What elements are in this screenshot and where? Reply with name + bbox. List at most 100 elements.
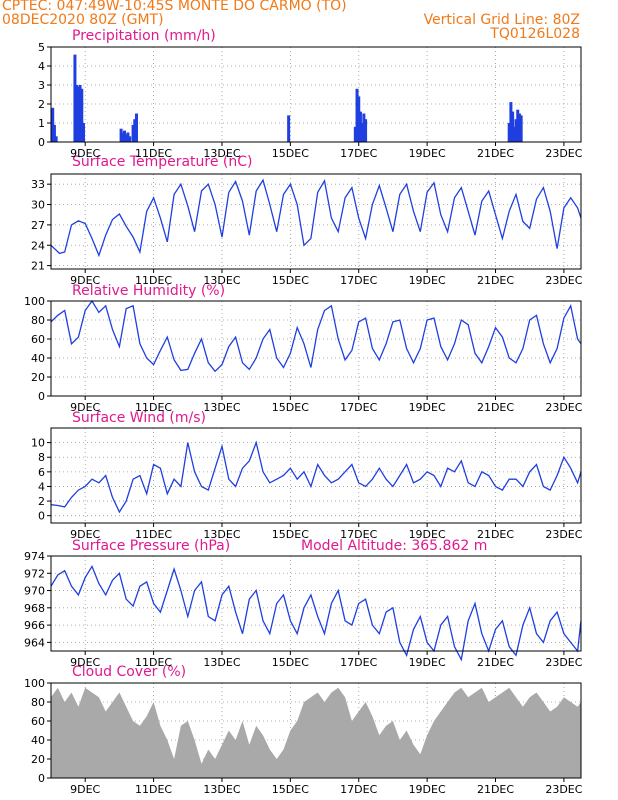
precip-bar xyxy=(75,85,79,142)
precip-bar xyxy=(54,136,58,142)
precip-bar xyxy=(514,119,518,142)
temp-ytick-label: 21 xyxy=(31,260,45,273)
precip-bar xyxy=(131,124,135,142)
cloud-frame xyxy=(50,682,582,779)
cloud-xtick-label: 15DEC xyxy=(272,783,309,796)
precip-xtick-label: 19DEC xyxy=(409,147,446,160)
temp-ytick-label: 27 xyxy=(31,219,45,232)
humidity-ytick-label: 80 xyxy=(31,314,45,327)
pressure-xtick-label: 19DEC xyxy=(409,656,446,669)
temp-xtick-label: 15DEC xyxy=(272,274,309,287)
cloud-ytick-label: 0 xyxy=(38,772,45,785)
wind-xtick-label: 19DEC xyxy=(409,528,446,541)
pressure-xtick-label: 13DEC xyxy=(203,656,240,669)
precip-bar xyxy=(51,107,55,142)
precip-bar xyxy=(287,115,291,142)
precip-ytick-label: 4 xyxy=(38,60,45,73)
precip-xtick-label: 11DEC xyxy=(135,147,172,160)
precip-bar xyxy=(76,86,80,142)
precip-bar xyxy=(80,88,84,142)
humidity-title: Relative Humidity (%) xyxy=(72,283,226,299)
humidity-frame xyxy=(50,300,582,397)
cloud-xtick-label: 21DEC xyxy=(477,783,514,796)
precip-xtick-label: 21DEC xyxy=(477,147,514,160)
pressure-ytick-label: 974 xyxy=(24,550,45,563)
wind-title: Surface Wind (m/s) xyxy=(72,410,206,426)
cloud-xtick-label: 23DEC xyxy=(545,783,582,796)
pressure-line xyxy=(50,564,582,662)
humidity-xtick-label: 21DEC xyxy=(477,401,514,414)
precip-ytick-label: 0 xyxy=(38,136,45,149)
precip-ytick-label: 5 xyxy=(38,41,45,54)
humidity-xtick-label: 9DEC xyxy=(70,401,100,414)
humidity-xtick-label: 15DEC xyxy=(272,401,309,414)
pressure-ytick-label: 966 xyxy=(24,619,45,632)
humidity-ytick-label: 20 xyxy=(31,371,45,384)
precip-bar xyxy=(119,128,123,142)
temp-xtick-label: 21DEC xyxy=(477,274,514,287)
precip-xtick-label: 23DEC xyxy=(545,147,582,160)
precip-bar xyxy=(128,136,132,142)
precip-ytick-label: 2 xyxy=(38,98,45,111)
cloud-ytick-label: 80 xyxy=(31,696,45,709)
cloud-xtick-label: 9DEC xyxy=(70,783,100,796)
precip-xtick-label: 13DEC xyxy=(203,147,240,160)
pressure-xtick-label: 11DEC xyxy=(135,656,172,669)
precip-ytick-label: 1 xyxy=(38,117,45,130)
precip-ytick-label: 3 xyxy=(38,79,45,92)
pressure-xtick-label: 9DEC xyxy=(70,656,100,669)
precip-bar xyxy=(355,88,359,142)
wind-xtick-label: 11DEC xyxy=(135,528,172,541)
cloud-xtick-label: 13DEC xyxy=(203,783,240,796)
header-location: CPTEC: 047:49W-10:45S MONTE DO CARMO (TO… xyxy=(2,0,347,14)
precip-frame xyxy=(50,46,582,143)
temp-xtick-label: 13DEC xyxy=(203,274,240,287)
precip-bar xyxy=(124,134,128,142)
precip-bar xyxy=(511,111,515,142)
precip-bar xyxy=(509,102,513,142)
temp-xtick-label: 11DEC xyxy=(135,274,172,287)
wind-xtick-label: 13DEC xyxy=(203,528,240,541)
temp-ytick-label: 30 xyxy=(31,199,45,212)
humidity-line xyxy=(50,299,582,373)
precip-bar xyxy=(134,113,138,142)
temp-ytick-label: 24 xyxy=(31,239,45,252)
precip-bar xyxy=(519,115,523,142)
pressure-ytick-label: 968 xyxy=(24,602,45,615)
cloud-ytick-label: 100 xyxy=(24,677,45,690)
wind-ytick-label: 6 xyxy=(38,466,45,479)
header-datetime: 08DEC2020 80Z (GMT) xyxy=(2,12,164,28)
precip-bar xyxy=(81,123,85,142)
precip-bar xyxy=(517,113,521,142)
cloud-title: Cloud Cover (%) xyxy=(72,664,187,680)
precip-bar xyxy=(121,132,125,142)
wind-xtick-label: 9DEC xyxy=(70,528,100,541)
wind-xtick-label: 17DEC xyxy=(340,528,377,541)
pressure-frame xyxy=(50,555,582,652)
humidity-xtick-label: 23DEC xyxy=(545,401,582,414)
precip-bar xyxy=(507,123,511,142)
cloud-xtick-label: 11DEC xyxy=(135,783,172,796)
cloud-area xyxy=(51,687,581,778)
cloud-xtick-label: 17DEC xyxy=(340,783,377,796)
header-model-code: TQ0126L028 xyxy=(490,26,580,42)
pressure-ytick-label: 970 xyxy=(24,585,45,598)
temp-ytick-label: 33 xyxy=(31,178,45,191)
precip-bar xyxy=(353,126,357,142)
temp-title: Surface Temperature (nC) xyxy=(72,154,253,170)
pressure-xtick-label: 17DEC xyxy=(340,656,377,669)
precip-bar xyxy=(362,113,366,142)
precip-bar xyxy=(364,119,368,142)
wind-xtick-label: 23DEC xyxy=(545,528,582,541)
precip-bar xyxy=(126,132,130,142)
humidity-xtick-label: 17DEC xyxy=(340,401,377,414)
precip-xtick-label: 9DEC xyxy=(70,147,100,160)
temp-xtick-label: 19DEC xyxy=(409,274,446,287)
temp-xtick-label: 9DEC xyxy=(70,274,100,287)
humidity-ytick-label: 60 xyxy=(31,333,45,346)
wind-ytick-label: 2 xyxy=(38,495,45,508)
precip-xtick-label: 17DEC xyxy=(340,147,377,160)
wind-ytick-label: 10 xyxy=(31,437,45,450)
pressure-xtick-label: 21DEC xyxy=(477,656,514,669)
